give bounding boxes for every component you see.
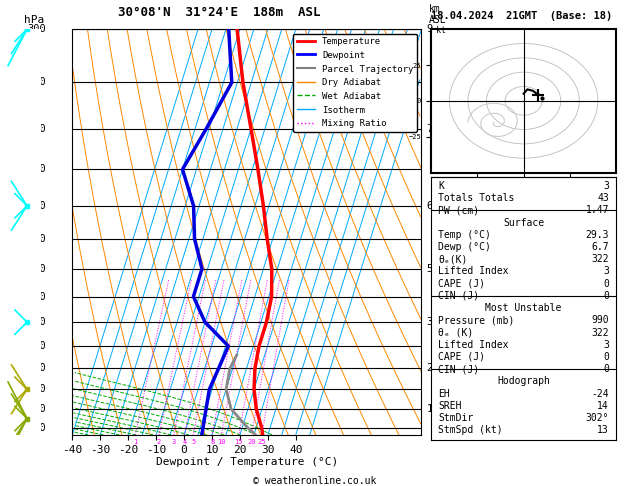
Text: N: N: [437, 201, 442, 210]
Text: 30°08'N  31°24'E  188m  ASL: 30°08'N 31°24'E 188m ASL: [118, 6, 320, 19]
Text: 3: 3: [603, 340, 609, 350]
Text: km
ASL: km ASL: [428, 3, 446, 25]
Text: N: N: [437, 78, 442, 87]
Text: © weatheronline.co.uk: © weatheronline.co.uk: [253, 476, 376, 486]
Text: 850: 850: [28, 384, 46, 394]
Text: 322: 322: [591, 328, 609, 338]
Text: 450: 450: [28, 164, 46, 174]
Text: 0: 0: [603, 364, 609, 374]
Text: 650: 650: [28, 292, 46, 301]
Text: 2: 2: [426, 364, 433, 373]
Text: 25: 25: [257, 439, 266, 445]
Text: 7: 7: [426, 123, 433, 134]
Text: hPa: hPa: [24, 15, 44, 25]
X-axis label: Dewpoint / Temperature (°C): Dewpoint / Temperature (°C): [156, 457, 338, 468]
Text: N: N: [437, 264, 442, 273]
Text: Dewp (°C): Dewp (°C): [438, 242, 491, 252]
Text: 3: 3: [603, 266, 609, 277]
Text: Pressure (mb): Pressure (mb): [438, 315, 515, 325]
Text: 3: 3: [426, 317, 433, 327]
Legend: Temperature, Dewpoint, Parcel Trajectory, Dry Adiabat, Wet Adiabat, Isotherm, Mi: Temperature, Dewpoint, Parcel Trajectory…: [293, 34, 417, 132]
Text: StmDir: StmDir: [438, 413, 474, 423]
Text: StmSpd (kt): StmSpd (kt): [438, 425, 503, 435]
Text: 4: 4: [182, 439, 187, 445]
Text: θₑ(K): θₑ(K): [438, 254, 468, 264]
Text: 20: 20: [247, 439, 256, 445]
Text: PW (cm): PW (cm): [438, 206, 479, 215]
Text: 2: 2: [157, 439, 161, 445]
Text: EH: EH: [438, 389, 450, 399]
Text: Surface: Surface: [503, 218, 544, 227]
Text: 750: 750: [28, 341, 46, 351]
Text: 14: 14: [598, 401, 609, 411]
Text: 322: 322: [591, 254, 609, 264]
Text: 10: 10: [217, 439, 226, 445]
Text: 6.7: 6.7: [591, 242, 609, 252]
Text: 3: 3: [172, 439, 176, 445]
Text: 0: 0: [603, 352, 609, 362]
Text: 15: 15: [235, 439, 243, 445]
Text: CAPE (J): CAPE (J): [438, 352, 486, 362]
Text: CAPE (J): CAPE (J): [438, 278, 486, 289]
Text: Lifted Index: Lifted Index: [438, 340, 509, 350]
Text: 18.04.2024  21GMT  (Base: 18): 18.04.2024 21GMT (Base: 18): [431, 12, 612, 21]
Text: 1.47: 1.47: [586, 206, 609, 215]
Text: Mixing Ratio (g/kg): Mixing Ratio (g/kg): [462, 181, 471, 283]
Text: 0: 0: [603, 278, 609, 289]
Text: 1: 1: [133, 439, 137, 445]
Text: -24: -24: [591, 389, 609, 399]
Text: Temp (°C): Temp (°C): [438, 230, 491, 240]
Text: 0: 0: [603, 291, 609, 301]
Text: 950: 950: [28, 423, 46, 433]
Text: 990: 990: [591, 315, 609, 325]
Text: CIN (J): CIN (J): [438, 364, 479, 374]
Text: 550: 550: [28, 234, 46, 244]
Text: kt: kt: [437, 26, 447, 35]
Text: 900: 900: [28, 404, 46, 414]
Text: Lifted Index: Lifted Index: [438, 266, 509, 277]
Text: CIN (J): CIN (J): [438, 291, 479, 301]
Text: 350: 350: [28, 77, 46, 87]
Text: K: K: [438, 181, 444, 191]
Text: 600: 600: [28, 264, 46, 274]
Text: 3: 3: [603, 181, 609, 191]
Text: 8: 8: [210, 439, 214, 445]
Text: 5: 5: [191, 439, 196, 445]
Text: 300: 300: [28, 24, 46, 34]
Text: 302°: 302°: [586, 413, 609, 423]
Text: 400: 400: [28, 123, 46, 134]
Text: 5: 5: [426, 264, 433, 274]
Text: CL: CL: [437, 318, 447, 327]
Text: θₑ (K): θₑ (K): [438, 328, 474, 338]
Text: Most Unstable: Most Unstable: [486, 303, 562, 313]
Text: 43: 43: [598, 193, 609, 203]
Text: 700: 700: [28, 317, 46, 327]
Text: 29.3: 29.3: [586, 230, 609, 240]
Text: 800: 800: [28, 364, 46, 373]
Text: 6: 6: [426, 201, 433, 211]
Text: 13: 13: [598, 425, 609, 435]
Text: SREH: SREH: [438, 401, 462, 411]
Text: Totals Totals: Totals Totals: [438, 193, 515, 203]
Text: 1: 1: [426, 404, 433, 414]
Text: Hodograph: Hodograph: [497, 376, 550, 386]
Text: 9: 9: [426, 24, 433, 34]
Text: 500: 500: [28, 201, 46, 211]
